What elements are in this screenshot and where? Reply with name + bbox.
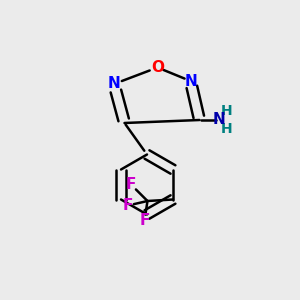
Text: N: N: [184, 74, 197, 88]
Text: H: H: [221, 104, 232, 118]
Text: N: N: [213, 112, 225, 128]
Text: F: F: [126, 177, 136, 192]
Text: H: H: [221, 122, 232, 136]
Text: N: N: [108, 76, 120, 92]
Text: O: O: [151, 60, 164, 75]
Text: F: F: [123, 198, 133, 213]
Text: F: F: [139, 213, 150, 228]
